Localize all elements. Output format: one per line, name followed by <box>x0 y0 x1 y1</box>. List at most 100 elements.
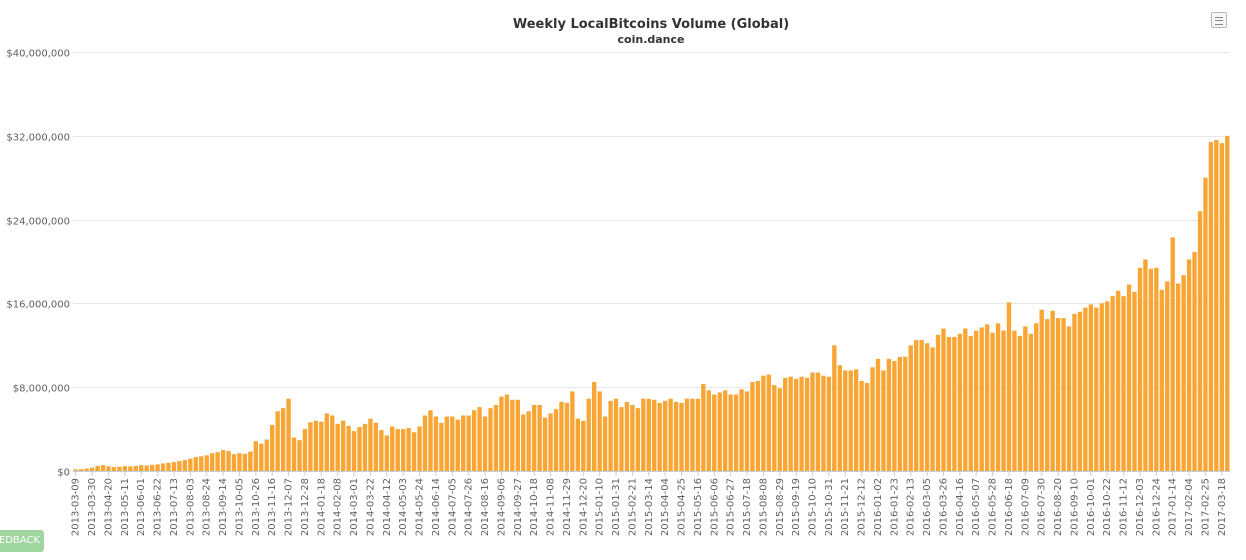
bar <box>1219 143 1224 471</box>
bar <box>974 330 979 471</box>
bar <box>177 461 182 471</box>
bar <box>646 398 651 471</box>
x-tick-label: 2014-09-06 <box>496 478 507 536</box>
bar <box>482 416 488 471</box>
bar <box>733 394 739 471</box>
bar <box>1088 304 1094 471</box>
bar <box>253 441 259 471</box>
x-tick-label: 2016-03-05 <box>922 478 933 536</box>
bar <box>450 416 455 471</box>
bar <box>875 358 881 471</box>
x-tick-label: 2014-08-16 <box>480 478 491 536</box>
bar <box>881 370 886 471</box>
bar <box>613 398 619 471</box>
bar <box>1186 259 1192 471</box>
bar <box>521 414 526 471</box>
bar <box>848 370 853 471</box>
bar <box>581 420 586 471</box>
bar-series <box>73 135 1230 472</box>
bar <box>1148 268 1154 471</box>
x-tick-label: 2016-01-02 <box>873 478 884 536</box>
x-tick-label: 2013-12-07 <box>284 478 295 536</box>
bar <box>319 421 324 471</box>
bar <box>455 419 460 471</box>
x-tick-label: 2014-05-24 <box>415 478 426 536</box>
bar <box>95 465 100 471</box>
feedback-button[interactable]: FEEDBACK <box>0 530 44 552</box>
x-tick-label: 2015-03-14 <box>644 478 655 536</box>
bar <box>499 396 504 471</box>
bar <box>89 467 95 471</box>
bar <box>553 409 559 471</box>
bar <box>968 335 973 471</box>
bar <box>182 460 188 471</box>
bar <box>635 408 641 471</box>
bar <box>892 361 897 471</box>
bar <box>652 399 657 471</box>
x-tick-label: 2015-10-31 <box>824 478 835 536</box>
bar <box>406 428 411 471</box>
bar <box>1061 318 1066 471</box>
x-tick-label: 2014-07-05 <box>447 478 458 536</box>
x-tick-label: 2016-12-24 <box>1151 478 1162 536</box>
x-tick-label: 2016-02-13 <box>906 478 917 536</box>
x-tick-label: 2015-10-10 <box>807 478 818 536</box>
bar <box>843 370 848 471</box>
bar <box>935 334 941 471</box>
bar <box>471 410 477 471</box>
x-tick-label: 2015-06-06 <box>709 478 720 536</box>
bar <box>1115 290 1121 471</box>
bar <box>368 418 373 472</box>
bar <box>313 420 319 471</box>
bar <box>662 400 668 471</box>
bar <box>853 369 859 471</box>
bar <box>79 469 84 471</box>
x-tick-label: 2016-07-30 <box>1037 478 1048 536</box>
bar <box>1159 289 1164 471</box>
y-tick-label: $8,000,000 <box>13 384 70 395</box>
bar <box>1099 303 1104 471</box>
y-tick-label: $0 <box>57 468 70 479</box>
bar <box>330 415 335 471</box>
bar <box>657 402 662 471</box>
bar <box>139 465 144 471</box>
bar <box>1181 275 1186 471</box>
bar <box>744 391 750 471</box>
x-tick-label: 2016-10-22 <box>1102 478 1113 536</box>
y-axis: $0 $8,000,000 $16,000,000 $24,000,000 $32,00… <box>6 49 70 479</box>
x-tick-label: 2014-12-20 <box>578 478 589 536</box>
bar <box>395 429 400 471</box>
x-tick-label: 2016-03-26 <box>938 478 949 536</box>
x-tick-label: 2017-01-14 <box>1168 478 1179 536</box>
x-tick-label: 2016-05-07 <box>971 478 982 536</box>
x-tick-label: 2015-09-19 <box>791 478 802 536</box>
bar <box>761 375 766 471</box>
bar <box>433 416 439 471</box>
x-tick-label: 2016-06-18 <box>1004 478 1015 536</box>
bar <box>73 469 78 471</box>
bar <box>673 401 679 471</box>
bar <box>275 411 280 471</box>
bar <box>84 468 89 471</box>
bar <box>264 439 269 471</box>
bar <box>357 427 362 471</box>
bar <box>1121 296 1126 471</box>
bar <box>1077 311 1083 471</box>
bar <box>111 467 117 471</box>
chart-menu-button[interactable] <box>1211 12 1227 28</box>
bar <box>597 391 602 471</box>
bar <box>1225 135 1230 472</box>
bar <box>559 401 564 471</box>
x-tick-label: 2016-04-16 <box>955 478 966 536</box>
bar <box>1083 307 1088 471</box>
bar <box>701 384 706 471</box>
bar <box>117 466 122 471</box>
bar <box>766 374 772 471</box>
bar <box>171 462 177 471</box>
x-tick-label: 2013-08-24 <box>202 478 213 536</box>
bar <box>237 453 242 471</box>
bar <box>1165 281 1170 471</box>
bar <box>1072 313 1077 472</box>
bar <box>373 422 379 471</box>
bar <box>1137 267 1143 471</box>
